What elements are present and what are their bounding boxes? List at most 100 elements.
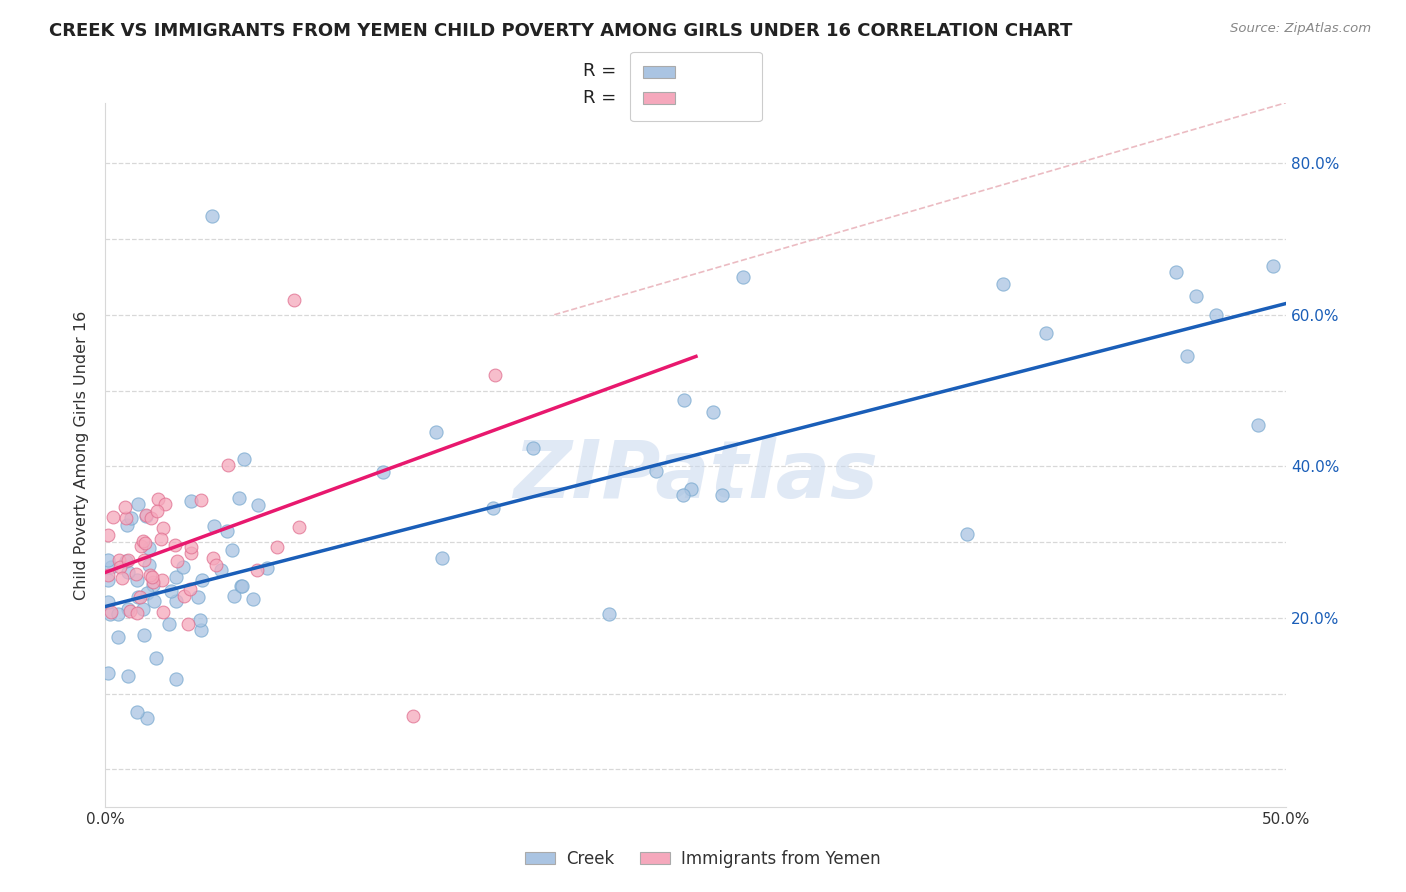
Point [152, 521, 174, 535]
Point [114, 500, 136, 515]
Point [115, 511, 138, 525]
Point [97, 552, 120, 566]
Point [100, 605, 122, 619]
Point [141, 511, 163, 525]
Point [177, 617, 200, 632]
Legend:            ,            : , [630, 52, 762, 121]
Point [98, 607, 121, 621]
Point [108, 552, 131, 566]
Point [288, 520, 311, 534]
Point [136, 711, 159, 725]
Point [143, 594, 166, 608]
Point [228, 491, 250, 506]
Point [127, 590, 149, 604]
Point [117, 602, 139, 616]
Point [246, 563, 269, 577]
Point [97, 528, 120, 542]
Point [97, 595, 120, 609]
Point [991, 277, 1014, 292]
Point [141, 570, 163, 584]
Point [681, 482, 703, 496]
Point [146, 504, 169, 518]
Point [146, 492, 169, 507]
Text: 0.461: 0.461 [619, 89, 688, 107]
Text: N =: N = [685, 62, 737, 79]
Point [100, 560, 122, 574]
Point [191, 574, 214, 588]
Point [190, 493, 212, 508]
Point [180, 540, 202, 554]
Point [484, 368, 506, 383]
Point [125, 607, 148, 621]
Point [180, 546, 202, 560]
Point [125, 705, 148, 719]
Point [1263, 259, 1285, 273]
Point [115, 554, 138, 568]
Point [135, 586, 157, 600]
Text: R =: R = [583, 89, 623, 107]
Point [97, 573, 120, 587]
Point [204, 558, 226, 572]
Point [125, 573, 148, 587]
Point [256, 561, 278, 575]
Point [108, 560, 131, 574]
Point [710, 488, 733, 502]
Point [231, 579, 253, 593]
Point [432, 550, 454, 565]
Point [179, 582, 201, 597]
Point [145, 650, 167, 665]
Point [217, 458, 239, 472]
Point [117, 553, 139, 567]
Point [188, 613, 211, 627]
Point [127, 497, 149, 511]
Point [1185, 289, 1208, 303]
Point [190, 623, 212, 637]
Point [224, 589, 246, 603]
Point [107, 630, 129, 644]
Point [242, 591, 264, 606]
Text: ZIPatlas: ZIPatlas [513, 437, 879, 515]
Point [153, 497, 176, 511]
Point [173, 589, 195, 603]
Point [165, 672, 187, 686]
Point [401, 709, 423, 723]
Point [142, 575, 165, 590]
Point [1205, 308, 1227, 322]
Point [266, 540, 288, 554]
Text: CREEK VS IMMIGRANTS FROM YEMEN CHILD POVERTY AMONG GIRLS UNDER 16 CORRELATION CH: CREEK VS IMMIGRANTS FROM YEMEN CHILD POV… [49, 22, 1073, 40]
Point [166, 554, 188, 568]
Point [371, 466, 394, 480]
Point [221, 542, 243, 557]
Text: N =: N = [685, 89, 737, 107]
Point [135, 508, 157, 522]
Text: 0.458: 0.458 [619, 62, 688, 79]
Point [163, 538, 186, 552]
Point [1175, 350, 1198, 364]
Point [131, 539, 153, 553]
Point [165, 570, 187, 584]
Point [138, 541, 160, 555]
Point [117, 566, 139, 580]
Point [118, 604, 141, 618]
Point [201, 209, 224, 223]
Point [733, 269, 755, 284]
Point [645, 464, 668, 478]
Text: R =: R = [583, 62, 623, 79]
Point [1035, 326, 1057, 340]
Point [132, 628, 155, 642]
Point [425, 425, 447, 439]
Point [132, 601, 155, 615]
Point [172, 559, 194, 574]
Point [111, 571, 134, 585]
Point [135, 508, 157, 523]
Point [201, 550, 224, 565]
Point [115, 518, 138, 533]
Point [231, 579, 253, 593]
Point [134, 536, 156, 550]
Point [672, 488, 695, 502]
Point [101, 509, 124, 524]
Point [142, 578, 165, 592]
Point [97, 568, 120, 582]
Point [150, 574, 173, 588]
Point [215, 524, 238, 539]
